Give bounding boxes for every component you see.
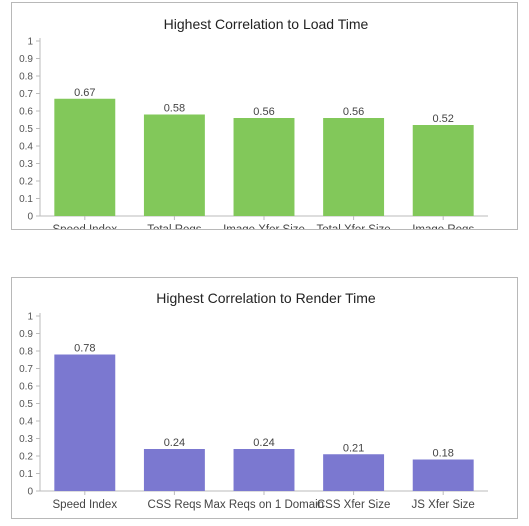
y-tick-label: 0.3 [19,434,33,445]
bar [412,125,474,216]
category-label: Speed Index [53,224,118,229]
chart-title: Highest Correlation to Render Time [156,290,376,306]
y-tick-label: 0.6 [19,382,33,393]
load-time-chart-panel: Highest Correlation to Load Time 0 0.1 0.2 0… [11,2,518,236]
y-tick-label: 1 [27,312,33,323]
y-tick-label: 0.2 [19,177,33,188]
y-tick-label: 0.2 [19,452,33,463]
bar [143,114,205,216]
category-label: Max Reqs on 1 Domain [204,499,324,511]
category-label: Image Reqs [412,224,474,229]
bar [412,459,474,491]
y-tick-label: 0.5 [19,124,33,135]
y-tick-label: 0 [27,212,33,223]
render-time-chart-panel: Highest Correlation to Render Time 0 0.1 0.… [11,277,518,519]
y-tick-label: 0.7 [19,364,33,375]
category-label: JS Xfer Size [412,499,475,511]
bar [323,118,385,216]
bar-value-label: 0.67 [74,87,95,99]
y-tick-label: 0.8 [19,72,33,83]
bar-value-label: 0.56 [253,106,274,118]
y-tick-label: 0.9 [19,329,33,340]
y-tick-label: 0.9 [19,54,33,65]
y-tick-label: 0.6 [19,107,33,118]
bar-value-label: 0.21 [343,442,364,454]
bar [233,449,295,491]
y-tick-label: 0.1 [19,469,33,480]
y-tick-label: 0.5 [19,399,33,410]
category-label: Total Reqs [147,224,202,229]
y-tick-label: 0.3 [19,159,33,170]
y-tick-label: 0.4 [19,142,33,153]
y-tick-label: 0.7 [19,89,33,100]
category-label: CSS Reqs [148,499,202,511]
bar [54,98,116,216]
y-tick-label: 0.4 [19,417,33,428]
bar-value-label: 0.58 [164,103,185,115]
category-label: Total Xfer Size [317,224,391,229]
bar [54,354,116,491]
bar-value-label: 0.24 [253,437,274,449]
category-label: Speed Index [53,499,118,511]
bar-value-label: 0.56 [343,106,364,118]
y-tick-label: 1 [27,37,33,48]
bar [143,449,205,491]
y-tick-label: 0 [27,487,33,498]
category-label: Image Xfer Size [223,224,305,229]
bar [323,454,385,491]
bar-value-label: 0.78 [74,343,95,355]
y-tick-label: 0.1 [19,194,33,205]
bar [233,118,295,216]
bar-value-label: 0.18 [432,448,453,460]
chart-title: Highest Correlation to Load Time [164,16,369,32]
load-time-chart: Highest Correlation to Load Time 0 0.1 0.2 0… [19,16,488,236]
render-time-chart: Highest Correlation to Render Time 0 0.1 0.… [19,290,488,511]
bar-value-label: 0.24 [164,437,185,449]
bar-value-label: 0.52 [432,113,453,125]
y-tick-label: 0.8 [19,347,33,358]
category-label: CSS Xfer Size [317,499,391,511]
